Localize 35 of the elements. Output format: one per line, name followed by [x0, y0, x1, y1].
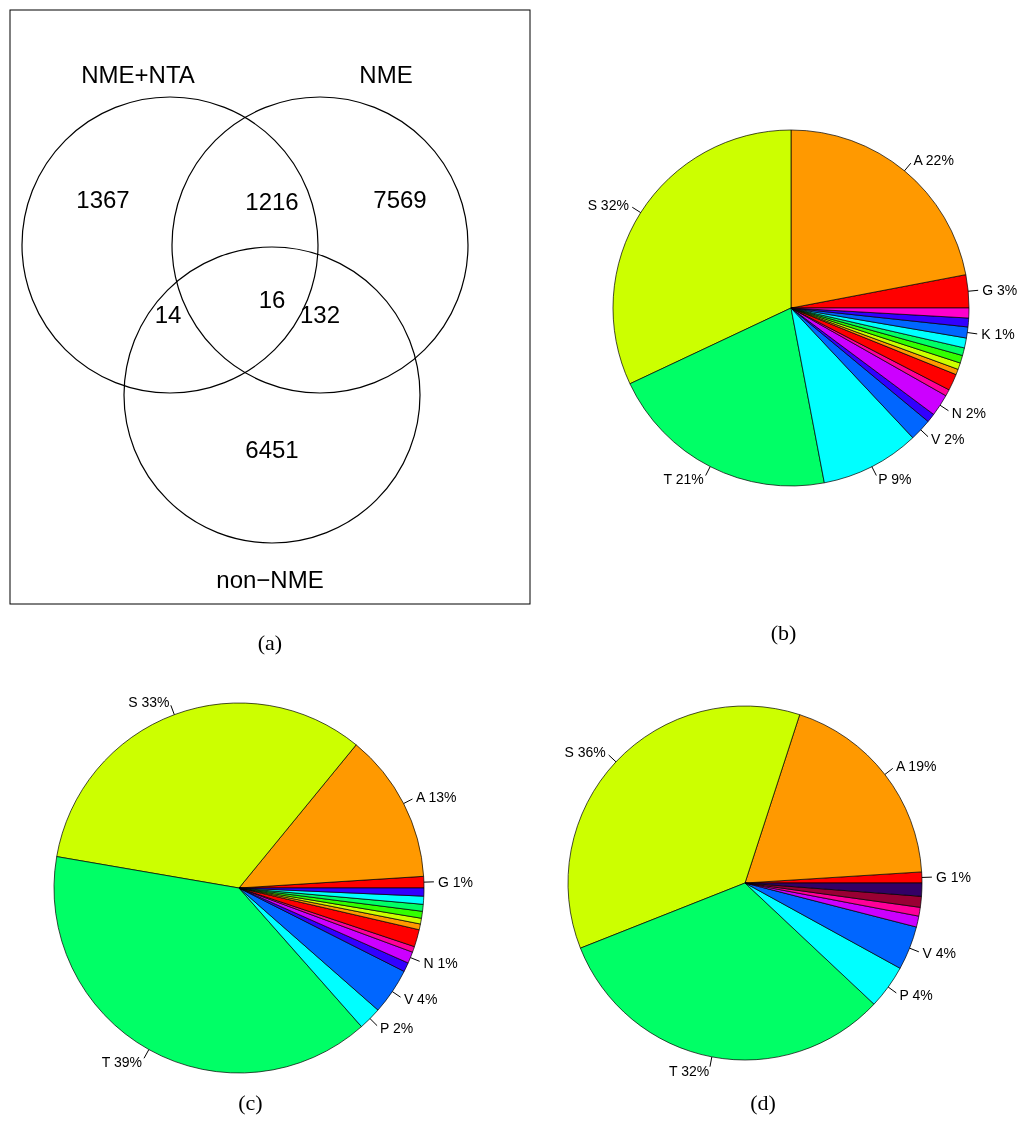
text: 1216 [245, 188, 299, 215]
category-label: non−NME [216, 566, 324, 593]
slice-label: K 1% [981, 326, 1015, 343]
slice-label: G 1% [935, 869, 971, 885]
slice-label: G 3% [982, 281, 1018, 298]
text: (d) [749, 1090, 777, 1116]
slice-label: N 1% [423, 954, 458, 971]
slice-label: G 1% [437, 873, 473, 890]
slice-label: V 2% [930, 431, 965, 448]
slice-label: P 9% [878, 471, 912, 488]
text: (a) [257, 630, 283, 655]
slice-label: V 4% [403, 991, 438, 1008]
text: 16 [258, 286, 286, 313]
slice-label: V 4% [922, 945, 957, 962]
text: 132 [299, 301, 341, 328]
slice-label: A 13% [416, 789, 457, 806]
slice-label: N 2% [951, 404, 987, 421]
slice-label: S 36% [564, 744, 606, 761]
category-label: NME [359, 61, 413, 88]
text: 7569 [373, 186, 427, 213]
slice-label: T 39% [101, 1053, 143, 1070]
text: 1367 [76, 186, 130, 213]
text: (c) [237, 1090, 264, 1116]
slice-label: P 4% [899, 987, 933, 1004]
text: 14 [154, 301, 182, 328]
slice-label: A 22% [913, 152, 954, 169]
text: 6451 [245, 436, 299, 463]
slice-label: S 33% [128, 693, 170, 710]
slice-label: S 32% [587, 197, 629, 214]
slice-label: P 2% [379, 1020, 414, 1037]
slice-label: T 21% [663, 471, 704, 488]
slice-label: T 32% [668, 1062, 710, 1079]
category-label: NME+NTA [81, 61, 195, 88]
slice-label: A 19% [895, 757, 937, 774]
text: (b) [769, 620, 798, 646]
